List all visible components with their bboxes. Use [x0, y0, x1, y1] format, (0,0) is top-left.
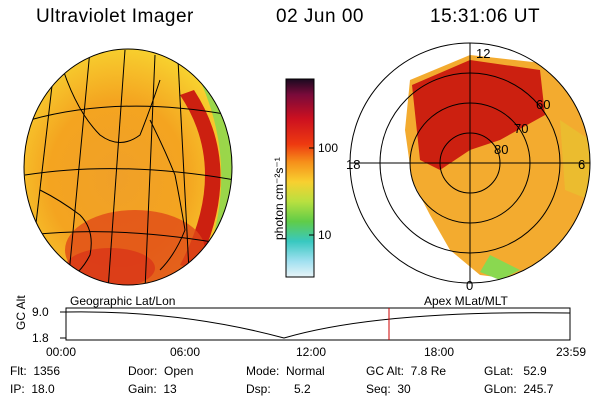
info-glat: GLat: 52.9 [484, 364, 547, 378]
altitude-ylabel: GC Alt [14, 295, 28, 330]
time-tick-0600: 06:00 [170, 345, 201, 359]
altitude-ytick-1-8: 1.8 [32, 331, 49, 345]
apex-label: Apex MLat/MLT [424, 294, 508, 308]
info-seq: Seq: 30 [366, 382, 411, 396]
geographic-label: Geographic Lat/Lon [70, 294, 176, 308]
time-label: 15:31:06 UT [430, 6, 541, 27]
time-tick-1200: 12:00 [296, 345, 327, 359]
colorbar [285, 78, 315, 278]
mlt-label-18: 18 [346, 157, 361, 172]
time-tick-0000: 00:00 [46, 345, 77, 359]
info-dsp: Dsp: 5.2 [246, 382, 311, 396]
lat-label-80: 80 [494, 142, 509, 157]
info-gcalt: GC Alt: 7.8 Re [366, 364, 447, 378]
mlt-label-12: 12 [476, 46, 491, 61]
app-title: Ultraviolet Imager [36, 6, 194, 27]
mlt-label-6: 6 [578, 157, 586, 172]
info-door: Door: Open [128, 364, 194, 378]
date-label: 02 Jun 00 [276, 6, 364, 27]
colorbar-label: photon cm⁻²s⁻¹ [272, 157, 286, 240]
info-ip: IP: 18.0 [10, 382, 55, 396]
altitude-ytick-9: 9.0 [32, 305, 49, 319]
info-mode: Mode: Normal [246, 364, 325, 378]
lat-label-60: 60 [536, 97, 551, 112]
mlt-label-0: 0 [466, 278, 474, 293]
lat-label-70: 70 [514, 121, 529, 136]
time-tick-1800: 18:00 [424, 345, 455, 359]
info-flt: Flt: 1356 [10, 364, 61, 378]
time-tick-2359: 23:59 [556, 345, 587, 359]
info-gain: Gain: 13 [128, 382, 177, 396]
colorbar-tick-100: 100 [318, 141, 339, 155]
info-glon: GLon: 245.7 [484, 382, 554, 396]
colorbar-tick-10: 10 [318, 228, 332, 242]
